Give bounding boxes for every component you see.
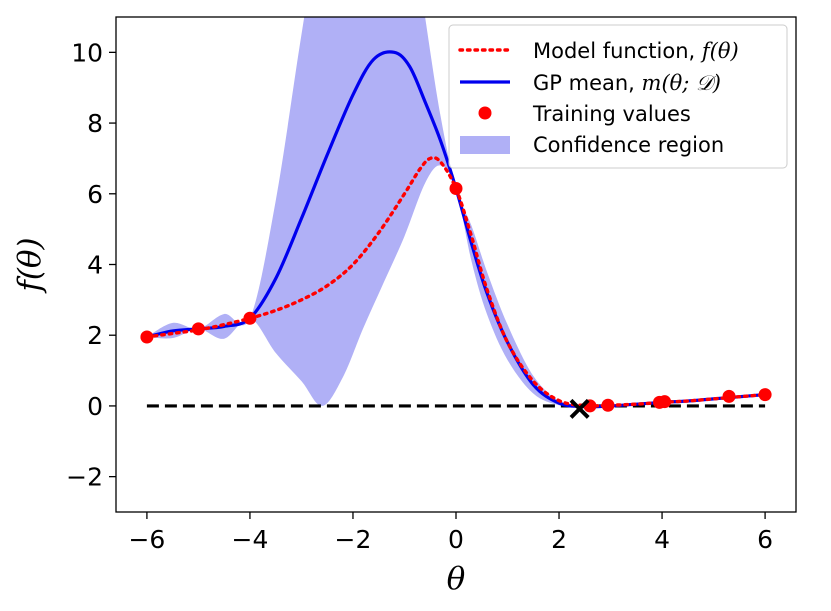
minimum-x-marker: ×: [565, 389, 594, 429]
model-function-line: [145, 156, 767, 408]
training-point: [658, 395, 672, 409]
legend-training-label: Training values: [532, 102, 691, 126]
confidence-region: [146, 17, 766, 408]
training-point: [191, 322, 205, 336]
legend-confidence-label: Confidence region: [533, 133, 724, 157]
legend-gp-prefix: GP mean,: [533, 71, 642, 95]
x-tick-label: −4: [232, 525, 269, 554]
legend-model-prefix: Model function,: [533, 39, 702, 63]
legend-gp-math: m(θ; 𝒟): [642, 71, 721, 95]
training-point: [449, 181, 463, 195]
x-tick-label: 6: [757, 525, 773, 554]
y-tick-label: 0: [87, 392, 103, 421]
y-tick-label: −2: [66, 463, 103, 492]
x-axis-ticks: −6 −4 −2 0 2 4 6: [128, 512, 773, 554]
legend-gp-label: GP mean, m(θ; 𝒟): [533, 71, 721, 95]
training-point: [583, 399, 597, 413]
x-tick-label: −2: [335, 525, 372, 554]
y-tick-label: 6: [87, 180, 103, 209]
legend: Model function, f(θ) GP mean, m(θ; 𝒟) Tr…: [448, 24, 788, 169]
training-point: [140, 330, 154, 344]
y-tick-label: 4: [87, 251, 103, 280]
y-axis-ticks: −2 0 2 4 6 8 10: [66, 38, 116, 492]
y-tick-label: 8: [87, 109, 103, 138]
x-tick-label: 4: [654, 525, 670, 554]
legend-confidence-swatch: [460, 136, 510, 154]
y-tick-label: 2: [87, 321, 103, 350]
training-point: [601, 398, 615, 412]
training-points: [140, 181, 772, 413]
plot-area: ×: [140, 17, 772, 429]
y-tick-label: 10: [71, 38, 103, 67]
training-point: [243, 311, 257, 325]
x-tick-label: 2: [551, 525, 567, 554]
training-point: [758, 388, 772, 402]
x-axis-label: θ: [447, 561, 466, 597]
x-tick-label: −6: [128, 525, 165, 554]
minimum-marker: ×: [565, 389, 594, 429]
legend-model-math: f(θ): [700, 39, 739, 63]
legend-model-label: Model function, f(θ): [533, 39, 739, 63]
y-axis-label: f(θ): [12, 237, 48, 293]
training-point: [722, 389, 736, 403]
legend-box: [448, 24, 788, 169]
x-tick-label: 0: [448, 525, 464, 554]
legend-training-swatch: [478, 106, 492, 120]
